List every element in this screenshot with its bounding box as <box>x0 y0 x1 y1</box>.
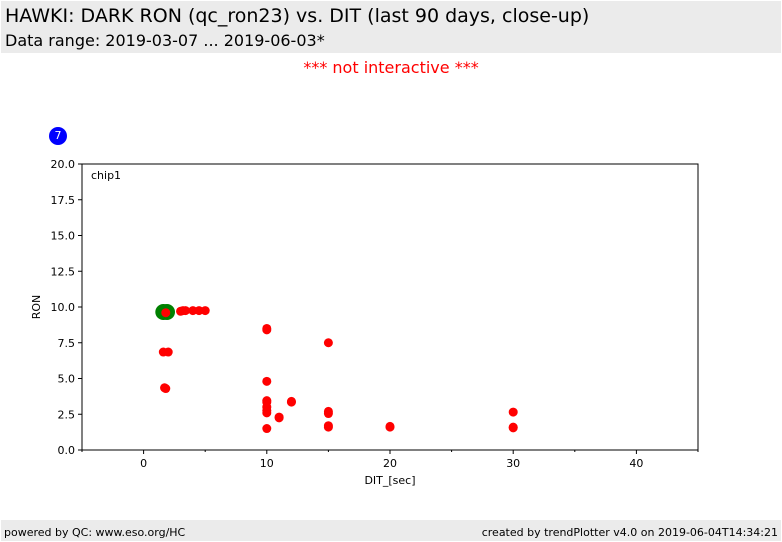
y-tick-label: 15.0 <box>51 230 76 243</box>
header-bar: HAWKI: DARK RON (qc_ron23) vs. DIT (last… <box>1 1 781 53</box>
x-tick-label: 20 <box>383 457 397 470</box>
y-axis-label: RON <box>30 295 43 320</box>
data-point <box>508 423 518 433</box>
data-point <box>323 422 333 432</box>
data-point <box>163 347 173 357</box>
data-point <box>161 308 171 318</box>
data-point <box>262 408 272 418</box>
x-tick-label: 30 <box>506 457 520 470</box>
panel-label: chip1 <box>91 169 121 182</box>
x-tick-label: 10 <box>260 457 274 470</box>
not-interactive-notice: *** not interactive *** <box>303 58 479 77</box>
y-tick-label: 17.5 <box>51 194 76 207</box>
data-point <box>200 306 210 316</box>
data-point <box>323 409 333 419</box>
page-title: HAWKI: DARK RON (qc_ron23) vs. DIT (last… <box>5 5 590 27</box>
data-point <box>188 306 198 316</box>
data-point <box>385 422 395 432</box>
data-range-subtitle: Data range: 2019-03-07 ... 2019-06-03* <box>5 31 325 50</box>
y-tick-label: 7.5 <box>58 337 76 350</box>
y-tick-label: 12.5 <box>51 265 76 278</box>
plot-frame <box>81 163 699 451</box>
data-point <box>194 306 204 316</box>
data-point <box>180 306 190 316</box>
data-point <box>274 413 284 423</box>
data-point <box>508 407 518 417</box>
x-tick-label: 40 <box>629 457 643 470</box>
y-tick-label: 20.0 <box>51 158 76 171</box>
x-tick-label: 0 <box>140 457 147 470</box>
data-point <box>262 424 272 434</box>
data-point <box>262 325 272 335</box>
y-tick-label: 10.0 <box>51 301 76 314</box>
footer-timestamp: created by trendPlotter v4.0 on 2019-06-… <box>481 526 778 539</box>
data-point <box>286 397 296 407</box>
y-tick-label: 0.0 <box>58 444 76 457</box>
data-point <box>323 338 333 348</box>
footer-bar: powered by QC: www.eso.org/HC created by… <box>1 520 781 541</box>
y-tick-label: 5.0 <box>58 373 76 386</box>
x-axis-label: DIT_[sec] <box>364 474 415 487</box>
data-point <box>262 376 272 386</box>
y-tick-label: 2.5 <box>58 408 76 421</box>
plot-area: 0.0 2.5 5.0 7.5 10.0 12.5 15.0 17.5 20.0 0 10 20 30 4… <box>51 158 699 470</box>
count-badge: 7 <box>49 127 67 145</box>
footer-credit: powered by QC: www.eso.org/HC <box>4 526 186 539</box>
data-point <box>161 384 171 394</box>
